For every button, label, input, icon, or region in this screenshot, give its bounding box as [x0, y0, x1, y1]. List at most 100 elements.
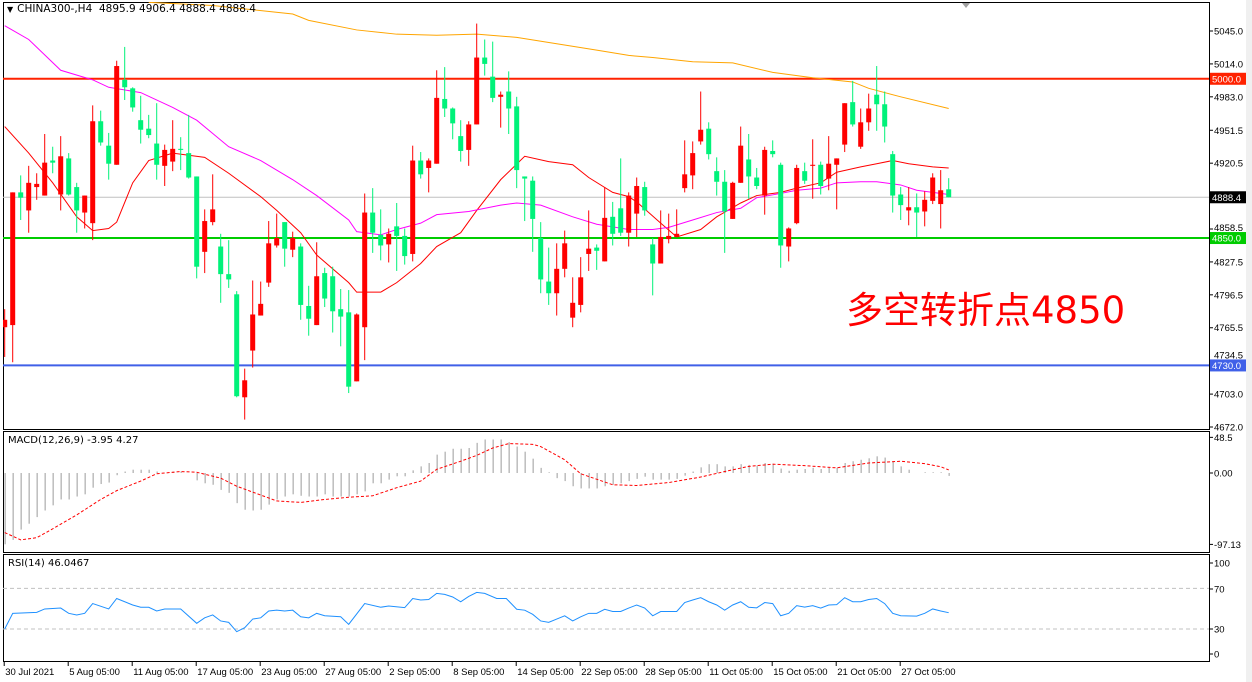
candle-body	[882, 104, 888, 127]
candle	[434, 70, 440, 164]
candle-body	[874, 94, 880, 105]
candle-body	[450, 108, 456, 124]
candle	[770, 140, 776, 158]
price-tick-label: 4796.5	[1214, 290, 1243, 301]
current-price-tag-bg	[1210, 191, 1246, 204]
price-tick-label: 5045.0	[1214, 27, 1243, 38]
candle	[370, 188, 376, 253]
candle	[674, 209, 680, 237]
candle-body	[386, 233, 392, 245]
candle	[218, 233, 224, 303]
candle-body	[202, 221, 208, 252]
candle-body	[938, 190, 944, 205]
candle-body	[410, 160, 416, 254]
candle-body	[578, 277, 584, 305]
candle	[346, 290, 352, 394]
candle	[362, 193, 368, 361]
candle-body	[130, 88, 136, 108]
candle-body	[178, 148, 184, 150]
candle	[338, 288, 344, 347]
candle	[786, 227, 792, 262]
macd-tick-label: -97.13	[1214, 540, 1241, 551]
candle-body	[314, 276, 320, 326]
ma-mid-line	[4, 25, 949, 236]
candle-body	[10, 192, 16, 326]
candle-body	[234, 294, 240, 397]
candle	[418, 152, 424, 179]
candle-body	[786, 228, 792, 247]
candle	[82, 195, 88, 229]
candle-body	[114, 66, 120, 165]
candle	[602, 187, 608, 262]
candle	[186, 114, 192, 179]
candle	[746, 133, 752, 199]
candle-body	[674, 233, 680, 237]
candle	[530, 176, 536, 252]
candle-body	[330, 276, 336, 312]
candle	[130, 87, 136, 112]
candle	[138, 95, 144, 144]
price-tick-label: 4765.5	[1214, 323, 1243, 334]
candle	[298, 243, 304, 320]
candle	[898, 187, 904, 220]
candle	[666, 213, 672, 244]
macd-label: MACD(12,26,9) -3.95 4.27	[8, 435, 139, 446]
dropdown-triangle-icon[interactable]: ▼	[7, 5, 14, 14]
rsi-label: RSI(14) 46.0467	[8, 558, 90, 569]
candle	[546, 247, 552, 305]
candle	[274, 213, 280, 248]
candle-body	[418, 160, 424, 175]
candle-body	[818, 164, 824, 187]
candle	[498, 91, 504, 128]
candle	[410, 145, 416, 262]
time-tick-label: 27 Aug 05:00	[325, 667, 381, 678]
candle-body	[482, 57, 488, 64]
candle	[98, 110, 104, 146]
candle-body	[770, 150, 776, 155]
candle	[922, 191, 928, 227]
ma-fast-line	[4, 126, 949, 293]
candle-body	[514, 106, 520, 171]
candle	[42, 133, 48, 196]
candle	[938, 170, 944, 229]
candle-body	[250, 314, 256, 351]
candle-body	[474, 57, 480, 125]
price-tag-4850.0: 4850.0	[1212, 234, 1241, 245]
candle	[306, 285, 312, 336]
candle-body	[442, 98, 448, 109]
candle	[106, 132, 112, 180]
candle	[906, 187, 912, 226]
candle-body	[34, 183, 40, 188]
candle	[258, 281, 264, 316]
candle	[154, 103, 160, 180]
price-tag-4730.0-bg	[1210, 359, 1246, 372]
candle-body	[362, 212, 368, 328]
candle-body	[498, 94, 504, 97]
candle	[50, 146, 56, 174]
candle	[122, 46, 128, 101]
candle	[26, 165, 32, 233]
candle-body	[706, 128, 712, 155]
candle	[930, 173, 936, 205]
rsi-line	[4, 591, 949, 633]
candle-body	[338, 309, 344, 317]
rsi-tick-label: 70	[1214, 585, 1225, 596]
candle	[426, 158, 432, 193]
candle-body	[658, 236, 664, 264]
price-tick-label: 4734.5	[1214, 350, 1243, 361]
candle	[946, 178, 952, 198]
candle	[178, 137, 184, 171]
candle-body	[554, 268, 560, 294]
candle-body	[562, 243, 568, 269]
time-tick-label: 30 Jul 2021	[5, 667, 54, 678]
main-plot	[3, 2, 1209, 420]
candle-body	[466, 124, 472, 150]
candle	[58, 136, 64, 211]
candle	[234, 291, 240, 398]
candle	[322, 267, 328, 308]
candle	[618, 158, 624, 236]
time-tick-label: 14 Sep 05:00	[517, 667, 574, 678]
time-tick-label: 27 Oct 05:00	[901, 667, 955, 678]
ma-slow-line	[148, 2, 949, 109]
